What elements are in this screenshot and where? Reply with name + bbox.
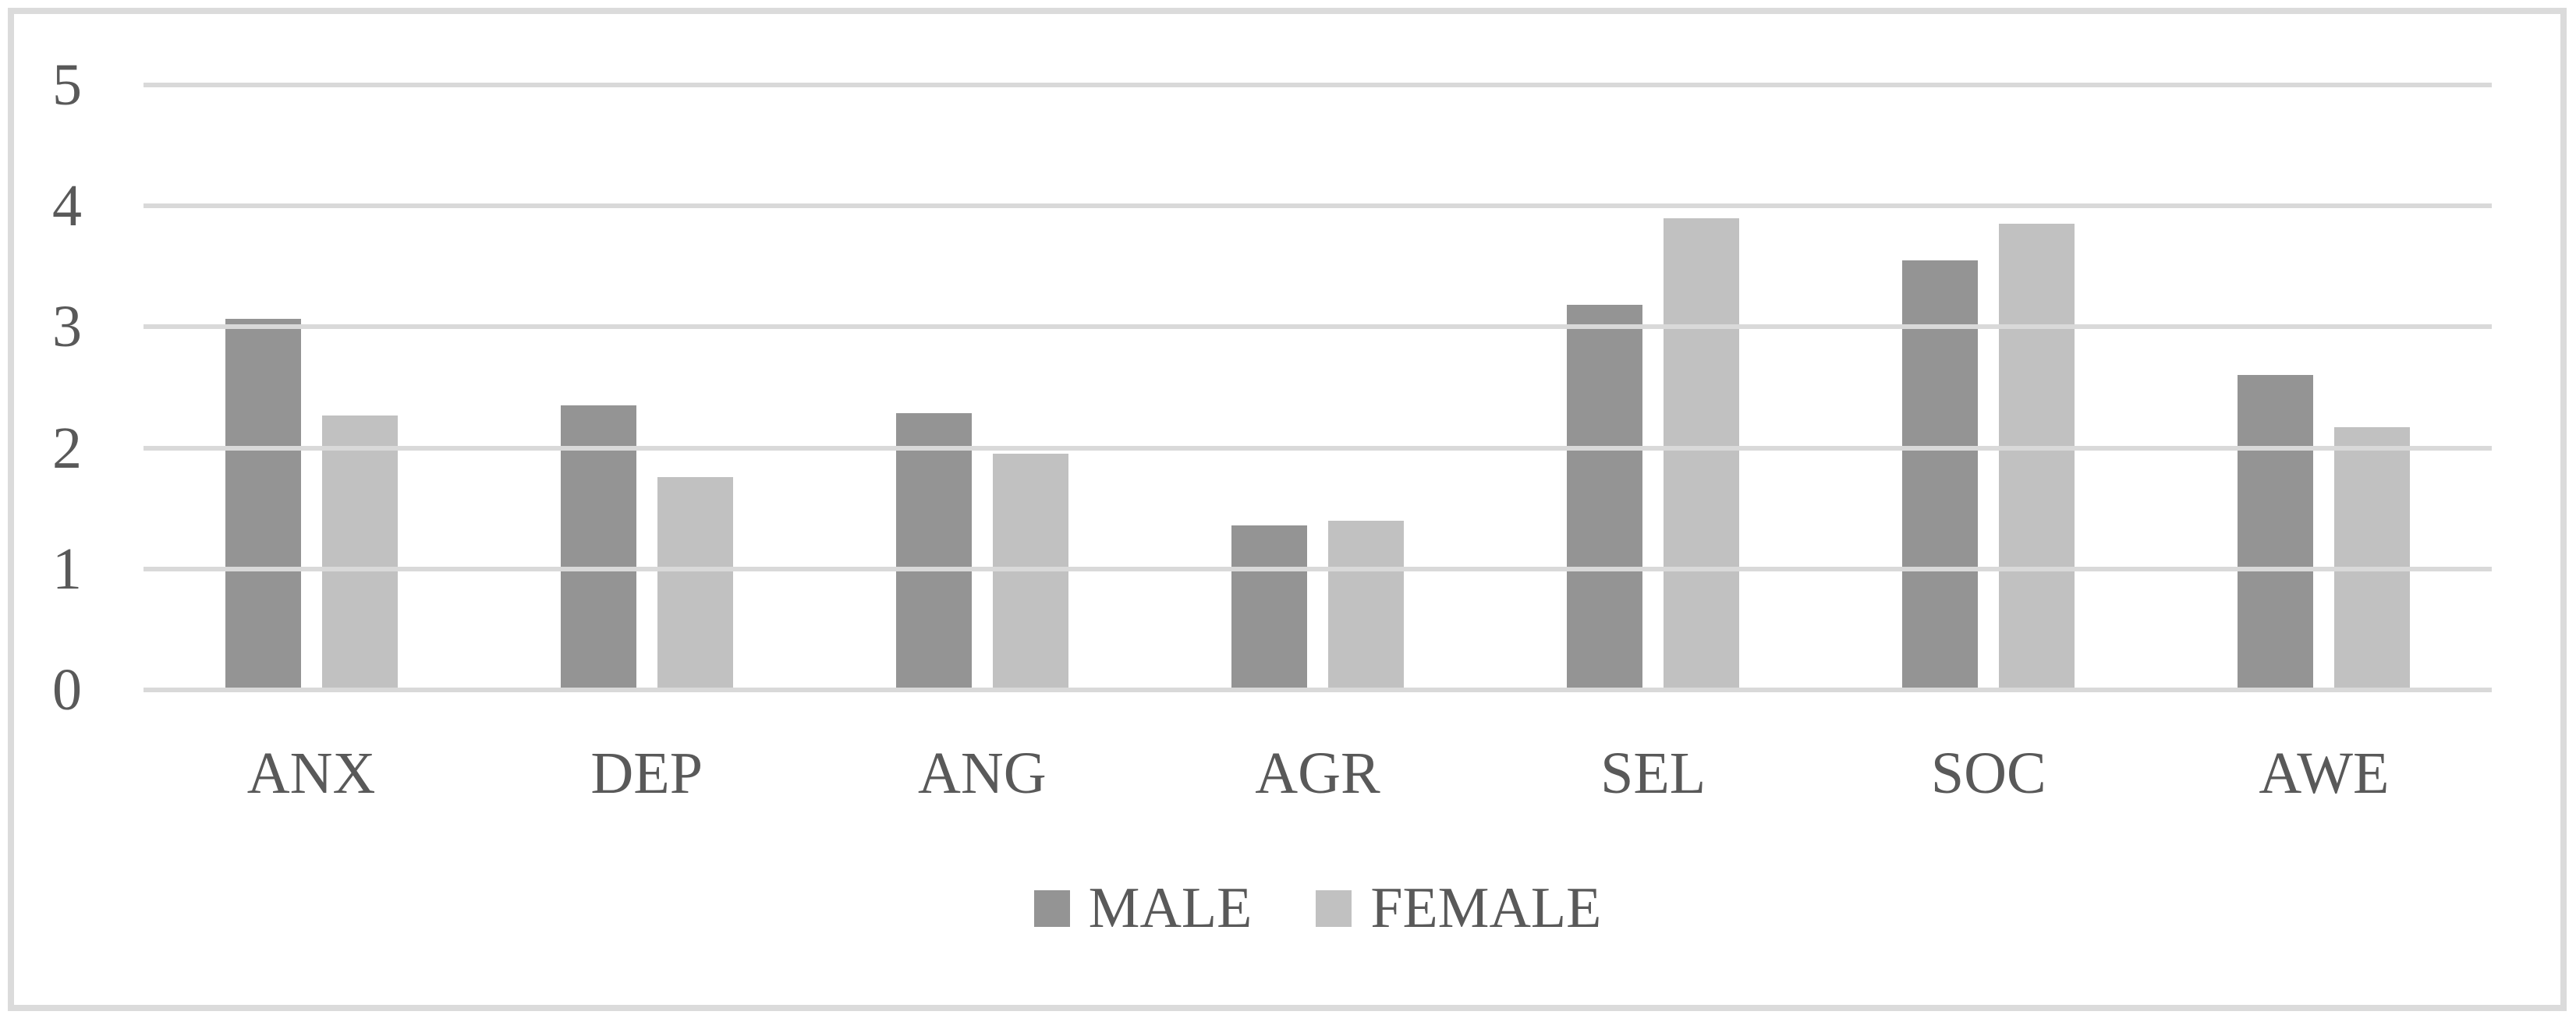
x-axis-label-awe: AWE (2259, 741, 2390, 806)
legend-swatch-female (1316, 889, 1352, 927)
y-axis-tick-label-4: 4 (52, 173, 82, 239)
bar-male-ang (895, 412, 972, 690)
y-axis-tick-label-1: 1 (52, 536, 82, 602)
bar-female-agr (1328, 520, 1404, 690)
legend-swatch-male (1033, 889, 1070, 927)
x-axis-label-agr: AGR (1255, 741, 1380, 806)
bar-female-soc (1999, 224, 2075, 690)
bar-male-dep (560, 405, 636, 690)
chart-frame (8, 8, 2567, 1011)
gridline-y5 (144, 83, 2492, 87)
bar-female-dep (657, 476, 733, 690)
x-axis-label-sel: SEL (1600, 741, 1706, 806)
y-axis-tick-label-5: 5 (52, 52, 82, 118)
gridline-y0 (144, 688, 2492, 692)
bar-female-anx (321, 415, 398, 690)
bar-male-sel (1567, 305, 1643, 690)
y-axis-tick-label-0: 0 (52, 657, 82, 723)
bar-male-agr (1231, 525, 1307, 690)
gridline-y2 (144, 445, 2492, 451)
x-axis-label-dep: DEP (590, 741, 703, 806)
bar-female-ang (992, 454, 1068, 690)
bar-female-awe (2334, 427, 2411, 690)
bar-male-soc (1902, 260, 1979, 690)
legend-label-female: FEMALE (1370, 876, 1602, 940)
y-axis-tick-label-3: 3 (52, 294, 82, 360)
legend-item-male: MALE (1033, 872, 1253, 945)
x-axis-label-ang: ANG (918, 741, 1047, 806)
bar-male-awe (2238, 375, 2314, 690)
legend-item-female: FEMALE (1316, 872, 1601, 945)
gridline-y3 (144, 324, 2492, 330)
y-axis-tick-label-2: 2 (52, 415, 82, 481)
gridline-y1 (144, 566, 2492, 571)
bar-female-sel (1664, 217, 1740, 690)
bar-male-anx (225, 318, 301, 690)
legend: MALE FEMALE (144, 872, 2492, 945)
x-axis-label-anx: ANX (246, 741, 376, 806)
gridline-y4 (144, 203, 2492, 209)
x-axis-label-soc: SOC (1930, 741, 2046, 806)
legend-label-male: MALE (1088, 876, 1253, 940)
